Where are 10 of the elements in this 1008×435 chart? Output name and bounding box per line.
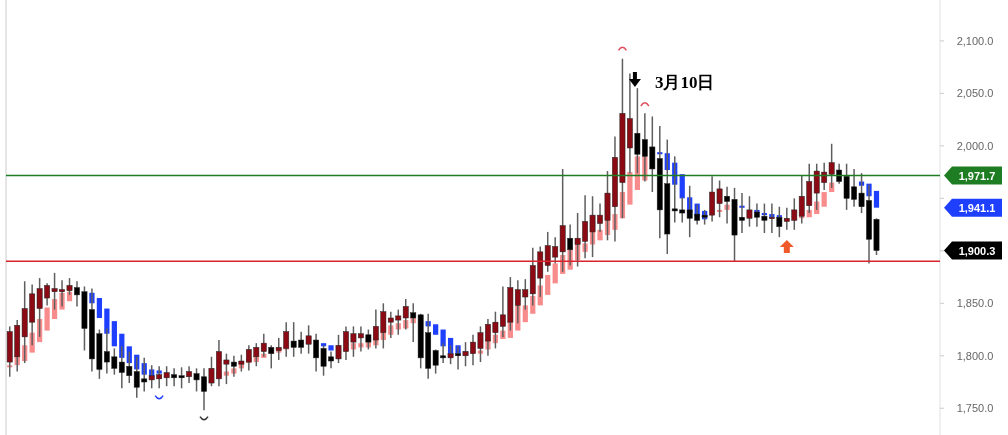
y-tick-label: 1,750.0 [956,402,994,415]
text: 1,900.3 [958,244,996,257]
y-tick-label: 2,050.0 [956,87,994,100]
y-tick-label: 2,100.0 [956,34,994,47]
text: 1,941.1 [958,201,996,214]
annotation: 3月10日 [654,73,715,92]
y-tick-label: 2,000.0 [956,139,994,152]
y-tick-label: 1,800.0 [956,349,994,362]
ref-line-label: 1,971.7 [958,169,996,182]
y-tick-label: 1,850.0 [956,297,994,310]
